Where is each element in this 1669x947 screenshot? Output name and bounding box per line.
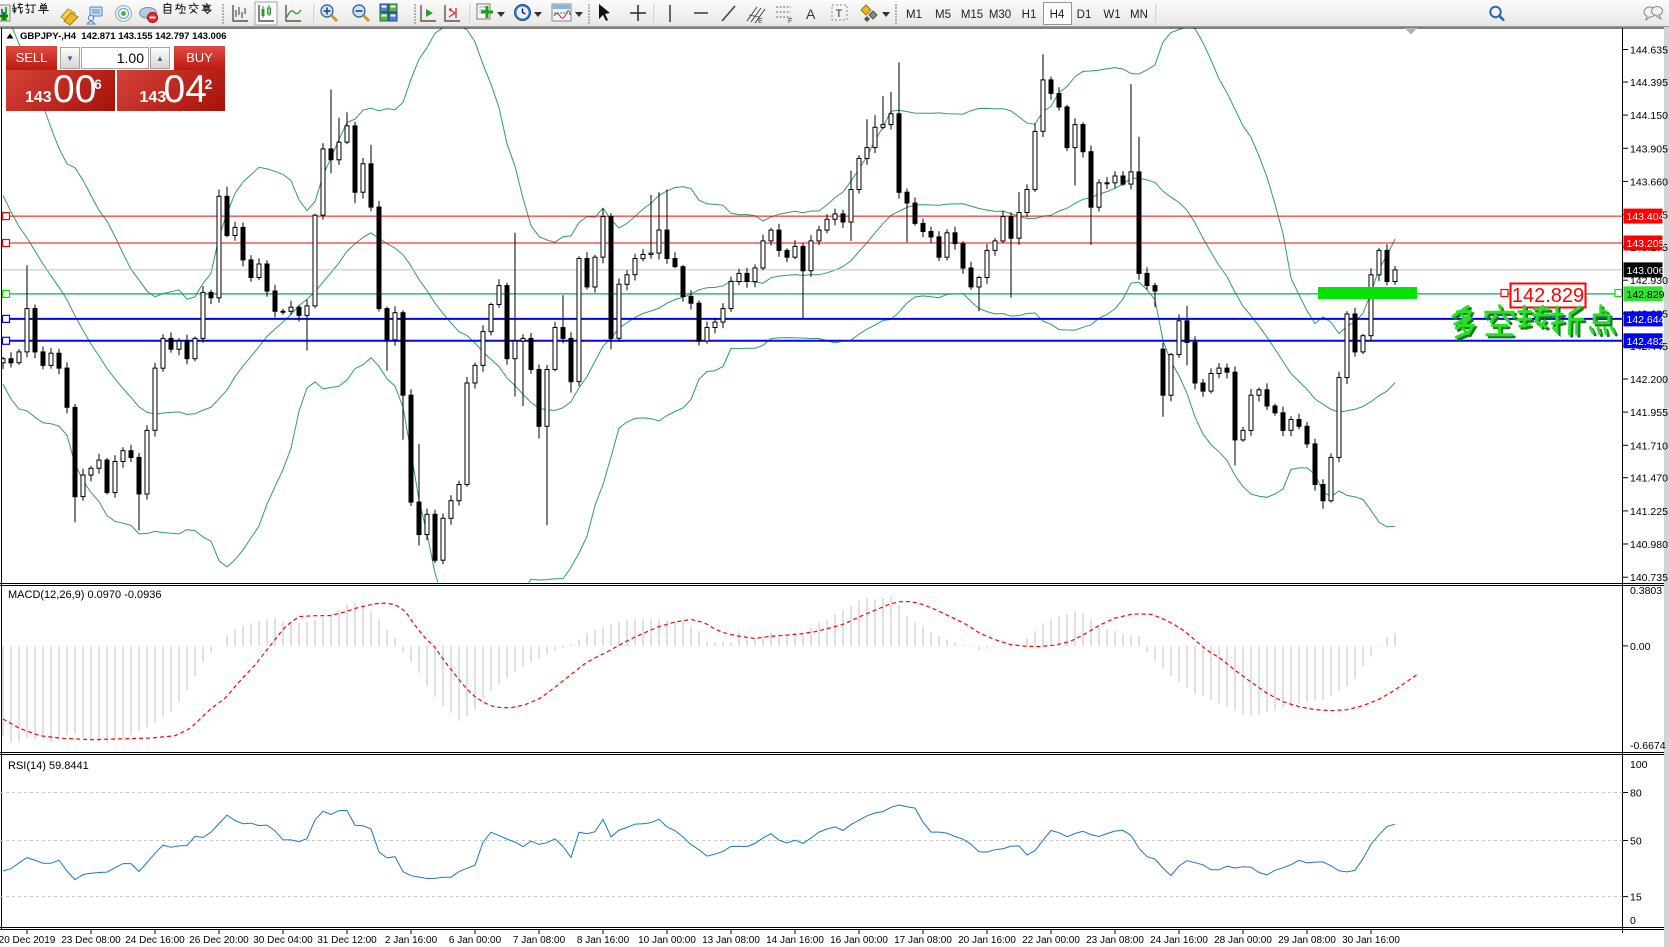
svg-text:MACD(12,26,9) 0.0970 -0.0936: MACD(12,26,9) 0.0970 -0.0936 [8,589,161,601]
svg-text:M30: M30 [989,9,1011,21]
svg-text:143.905: 143.905 [1630,143,1668,155]
svg-text:0.00: 0.00 [1630,641,1651,653]
svg-text:29 Jan 08:00: 29 Jan 08:00 [1278,935,1336,946]
svg-text:RSI(14) 59.8441: RSI(14) 59.8441 [8,760,89,772]
svg-text:140.980: 140.980 [1630,539,1668,551]
svg-text:142.200: 142.200 [1630,374,1668,386]
svg-text:H4: H4 [1050,9,1065,21]
svg-text:E: E [758,18,763,25]
svg-text:141.710: 141.710 [1630,440,1668,452]
svg-text:142.930: 142.930 [1630,275,1668,287]
svg-text:80: 80 [1630,788,1642,800]
svg-text:30 Dec 04:00: 30 Dec 04:00 [253,935,313,946]
svg-text:100: 100 [1630,759,1648,771]
svg-text:M5: M5 [935,9,951,21]
svg-text:141.470: 141.470 [1630,473,1668,485]
svg-text:T: T [836,8,843,20]
svg-text:16 Jan 00:00: 16 Jan 00:00 [830,935,888,946]
svg-text:13 Jan 08:00: 13 Jan 08:00 [702,935,760,946]
svg-text:7 Jan 08:00: 7 Jan 08:00 [513,935,566,946]
svg-text:20 Jan 16:00: 20 Jan 16:00 [958,935,1016,946]
svg-text:0.3803: 0.3803 [1630,585,1662,597]
svg-text:14 Jan 16:00: 14 Jan 16:00 [766,935,824,946]
svg-text:24 Dec 16:00: 24 Dec 16:00 [125,935,185,946]
svg-text:24 Jan 16:00: 24 Jan 16:00 [1150,935,1208,946]
svg-text:142.644: 142.644 [1627,314,1665,326]
svg-text:6 Jan 00:00: 6 Jan 00:00 [449,935,502,946]
svg-text:0: 0 [1630,915,1636,927]
svg-text:-0.6674: -0.6674 [1630,740,1666,752]
svg-text:143.404: 143.404 [1627,211,1665,223]
svg-text:20 Dec 2019: 20 Dec 2019 [0,935,56,946]
svg-text:140.735: 140.735 [1630,572,1668,584]
svg-text:30 Jan 16:00: 30 Jan 16:00 [1342,935,1400,946]
svg-text:141.955: 141.955 [1630,407,1668,419]
svg-text:142.482: 142.482 [1627,336,1665,348]
svg-text:8 Jan 16:00: 8 Jan 16:00 [577,935,630,946]
svg-text:143.006: 143.006 [1627,265,1665,277]
svg-text:31 Dec 12:00: 31 Dec 12:00 [317,935,377,946]
svg-text:MN: MN [1130,9,1148,21]
svg-text:142.829: 142.829 [1627,289,1665,301]
svg-text:143.660: 143.660 [1630,176,1668,188]
svg-text:144.150: 144.150 [1630,110,1668,122]
svg-text:28 Jan 00:00: 28 Jan 00:00 [1214,935,1272,946]
svg-text:144.635: 144.635 [1630,45,1668,57]
svg-text:23 Jan 08:00: 23 Jan 08:00 [1086,935,1144,946]
svg-text:M1: M1 [906,9,922,21]
svg-text:H1: H1 [1022,9,1037,21]
svg-text:10 Jan 00:00: 10 Jan 00:00 [638,935,696,946]
svg-text:2 Jan 16:00: 2 Jan 16:00 [385,935,438,946]
svg-text:50: 50 [1630,836,1642,848]
svg-text:M15: M15 [961,9,983,21]
svg-text:D1: D1 [1077,9,1092,21]
svg-text:A: A [806,6,816,22]
svg-text:142.829: 142.829 [1512,285,1584,307]
svg-text:23 Dec 08:00: 23 Dec 08:00 [61,935,121,946]
svg-text:17 Jan 08:00: 17 Jan 08:00 [894,935,952,946]
svg-text:F: F [788,18,792,25]
svg-text:15: 15 [1630,892,1642,904]
svg-text:W1: W1 [1103,9,1120,21]
svg-text:143.205: 143.205 [1627,238,1665,250]
svg-text:GBPJPY-,H4 142.871 143.155 14: GBPJPY-,H4 142.871 143.155 142.797 143.0… [20,31,226,42]
svg-text:22 Jan 00:00: 22 Jan 00:00 [1022,935,1080,946]
svg-text:26 Dec 20:00: 26 Dec 20:00 [189,935,249,946]
svg-text:144.395: 144.395 [1630,77,1668,89]
svg-text:141.225: 141.225 [1630,506,1668,518]
